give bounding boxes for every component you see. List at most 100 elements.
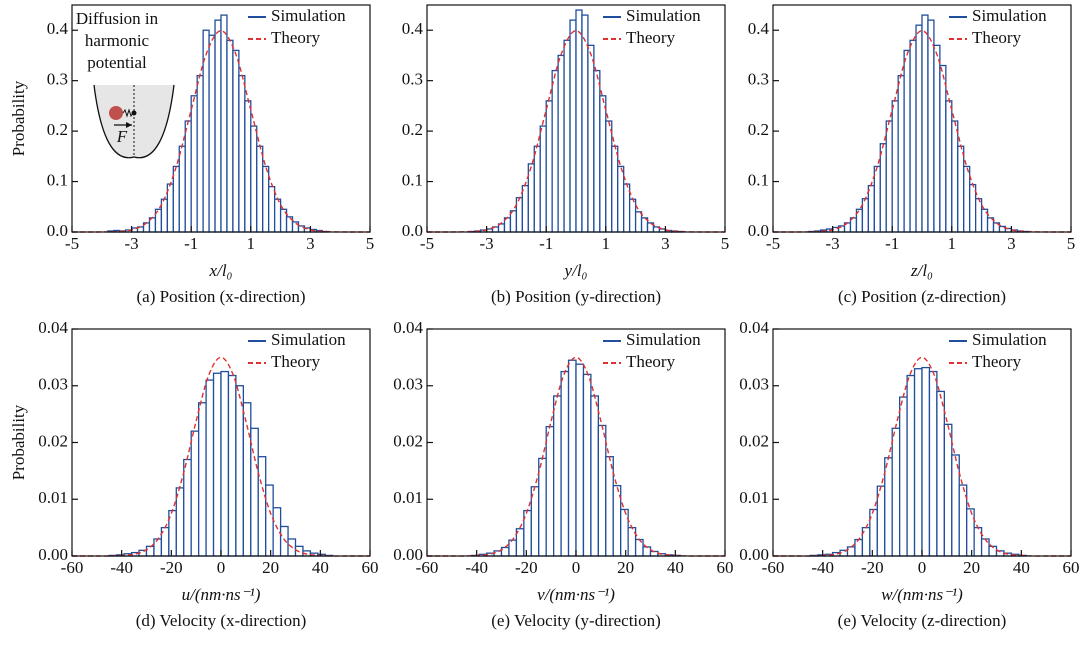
- panel: 0.00 0.01 0.02 0.03 0.04 -60 -40 -20 0 20 40 60 v/(n…: [393, 318, 733, 630]
- legend-label: Simulation: [271, 6, 346, 25]
- bar: [175, 487, 185, 557]
- bar: [178, 145, 186, 233]
- inset-text: Diffusion in: [76, 9, 159, 28]
- x-tick-label: -40: [811, 558, 834, 577]
- bar: [208, 34, 216, 233]
- bar: [268, 185, 276, 233]
- x-tick-label: 0: [572, 558, 581, 577]
- y-tick-label: 0.03: [38, 375, 68, 394]
- bar: [238, 74, 246, 233]
- bar: [966, 508, 975, 557]
- x-tick-label: 3: [661, 234, 670, 253]
- bar: [563, 39, 571, 233]
- y-tick-label: 0.2: [748, 120, 769, 139]
- y-tick-label: 0.02: [38, 431, 68, 450]
- bar: [539, 125, 547, 233]
- y-tick-label: 0.0: [47, 221, 68, 240]
- x-tick-label: 5: [721, 234, 730, 253]
- x-axis-label: w/(nm·ns⁻¹): [881, 585, 963, 604]
- bar: [945, 100, 953, 233]
- bar: [582, 373, 592, 557]
- y-tick-label: 0.01: [393, 488, 423, 507]
- x-axis-label: u/(nm·ns⁻¹): [182, 585, 261, 604]
- x-tick-label: 20: [963, 558, 980, 577]
- bar: [879, 143, 887, 233]
- bar: [220, 370, 230, 557]
- bar: [867, 184, 875, 233]
- x-axis-label: z/l₀: [910, 261, 933, 280]
- legend-label: Simulation: [626, 330, 701, 349]
- x-tick-label: -1: [539, 234, 553, 253]
- caption: (b) Position (y-direction): [491, 287, 661, 306]
- y-tick-label: 0.0: [402, 221, 423, 240]
- bar: [593, 69, 601, 233]
- bar: [620, 508, 629, 557]
- y-tick-label: 0.01: [739, 488, 769, 507]
- x-tick-label: 1: [948, 234, 957, 253]
- y-tick-label: 0.4: [748, 19, 770, 38]
- y-tick-label: 0.02: [393, 431, 423, 450]
- bar: [291, 221, 300, 233]
- bar: [597, 424, 607, 557]
- caption: (c) Position (z-direction): [838, 287, 1006, 306]
- potential-curve: [93, 84, 175, 159]
- bar: [980, 538, 990, 557]
- bar: [551, 69, 559, 233]
- x-tick-label: -20: [861, 558, 884, 577]
- bar: [533, 145, 541, 233]
- bar: [913, 368, 923, 557]
- bar: [273, 198, 282, 233]
- bar: [521, 184, 529, 233]
- bar: [569, 19, 577, 233]
- bar: [205, 379, 215, 557]
- inset-text: potential: [87, 53, 147, 72]
- bar: [508, 539, 518, 557]
- plot-frame: [772, 4, 1072, 233]
- bar: [627, 526, 637, 557]
- y-tick-label: 0.04: [38, 318, 68, 337]
- bar: [183, 458, 192, 557]
- theory-line: [772, 30, 1072, 233]
- x-tick-label: -60: [762, 558, 785, 577]
- bar: [957, 145, 965, 233]
- bar: [933, 44, 941, 233]
- bar: [226, 39, 234, 233]
- x-tick-label: 0: [217, 558, 226, 577]
- x-tick-label: 40: [1013, 558, 1030, 577]
- theory-line: [71, 30, 371, 233]
- x-tick-label: 20: [617, 558, 634, 577]
- bar: [545, 425, 555, 557]
- x-axis-label: v/(nm·ns⁻¹): [537, 585, 615, 604]
- bar: [861, 198, 870, 233]
- bar: [869, 508, 878, 557]
- y-tick-label: 0.4: [47, 19, 69, 38]
- y-tick-label: 0.01: [38, 488, 68, 507]
- bar: [250, 125, 258, 233]
- bar: [575, 363, 585, 557]
- caption: (a) Position (x-direction): [136, 287, 305, 306]
- x-tick-label: 5: [1067, 234, 1076, 253]
- bar: [921, 366, 931, 557]
- bar: [297, 225, 306, 233]
- inset-text: harmonic: [85, 31, 150, 50]
- bar: [899, 396, 908, 557]
- bar: [903, 49, 911, 233]
- bar: [272, 507, 282, 557]
- bar: [605, 456, 614, 557]
- y-axis-label: Probability: [9, 404, 28, 480]
- x-tick-label: -5: [766, 234, 780, 253]
- x-tick-label: -60: [416, 558, 439, 577]
- bar: [909, 39, 917, 233]
- legend-label: Theory: [626, 28, 676, 47]
- x-tick-label: 1: [247, 234, 256, 253]
- x-tick-label: 3: [1007, 234, 1016, 253]
- x-axis-label: y/l₀: [563, 261, 588, 280]
- legend-label: Simulation: [626, 6, 701, 25]
- y-tick-label: 0.03: [393, 375, 423, 394]
- bar: [214, 19, 222, 233]
- y-tick-label: 0.04: [393, 318, 423, 337]
- bar: [153, 538, 163, 557]
- bar: [557, 54, 565, 233]
- bar: [190, 430, 200, 557]
- legend-label: Simulation: [972, 330, 1047, 349]
